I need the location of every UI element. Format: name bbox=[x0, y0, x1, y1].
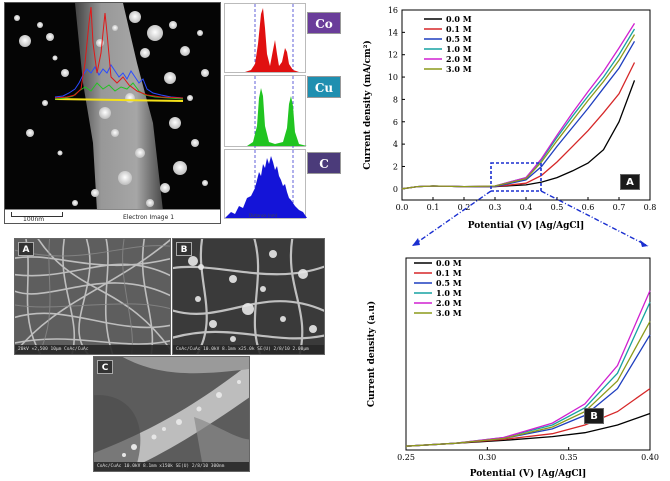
eds-cu-panel bbox=[224, 75, 307, 148]
chart-b-badge: B bbox=[584, 408, 604, 424]
legend-label: 0.1 M bbox=[436, 268, 462, 278]
chart-a-svg: 0.0 0.1 0.2 0.3 0.4 0.5 0.6 0.7 0.8 0 2 4 6 8 10 12 14 16… bbox=[362, 6, 657, 231]
legend-label: 1.0 M bbox=[436, 288, 462, 298]
sem-a-fibers bbox=[15, 239, 170, 354]
x-tick-label: 0.3 bbox=[489, 203, 502, 212]
stem-micrograph bbox=[5, 3, 220, 211]
legend-label: 0.5 M bbox=[436, 278, 462, 288]
x-tick-label: 0.40 bbox=[641, 453, 659, 462]
y-tick-label: 12 bbox=[388, 51, 398, 60]
x-tick-label: 0.7 bbox=[613, 203, 626, 212]
x-tick-label: 0.0 bbox=[396, 203, 409, 212]
eds-cu-plot bbox=[225, 76, 307, 148]
series-line-2-0-M bbox=[401, 23, 636, 190]
legend-label: 0.1 M bbox=[446, 24, 472, 34]
series-line-0-0-M bbox=[401, 80, 636, 190]
series-line-0-5-M bbox=[401, 40, 636, 190]
x-axis-title: Potential (V) [Ag/AgCl] bbox=[468, 220, 585, 230]
x-tick-label: 0.35 bbox=[560, 453, 578, 462]
series-line-1-0-M bbox=[401, 28, 636, 190]
sem-panel-a: A 20kV ×2,500 10µm CoAc/CuAc bbox=[14, 238, 171, 355]
eds-badge-c: C bbox=[307, 152, 341, 174]
legend-label: 1.0 M bbox=[446, 44, 472, 54]
y-axis-title: Current density (a.u) bbox=[366, 301, 377, 407]
legend-label: 3.0 M bbox=[446, 64, 472, 74]
eds-badge-cu: Cu bbox=[307, 76, 341, 98]
chart-a: 0.0 0.1 0.2 0.3 0.4 0.5 0.6 0.7 0.8 0 2 4 6 8 10 12 14 16… bbox=[352, 2, 668, 231]
x-tick-label: 0.30 bbox=[478, 453, 496, 462]
sem-label-b: B bbox=[176, 242, 192, 256]
y-tick-label: 2 bbox=[393, 162, 398, 171]
sem-b-fibers bbox=[173, 239, 324, 354]
x-tick-label: 0.25 bbox=[397, 453, 415, 462]
series-line-0-5-M bbox=[405, 334, 651, 447]
scan-line bbox=[54, 98, 184, 102]
sem-label-c: C bbox=[97, 360, 113, 374]
legend-label: 3.0 M bbox=[436, 308, 462, 318]
sem-label-a: A bbox=[18, 242, 34, 256]
series-line-1-0-M bbox=[405, 301, 651, 447]
x-tick-label: 0.5 bbox=[551, 203, 564, 212]
x-tick-label: 0.8 bbox=[644, 203, 657, 212]
sem-info-c: CoAc/CuAc 10.0kV 8.1mm x150k SE(U) 2/8/1… bbox=[94, 462, 249, 471]
sem-panel-c: C CoAc/CuAc 10.0kV 8.1mm x150k SE(U) 2/8… bbox=[93, 356, 250, 472]
legend-label: 0.5 M bbox=[446, 34, 472, 44]
eds-co-panel bbox=[224, 3, 307, 74]
stem-info-bar: 100nm Electron Image 1 bbox=[5, 209, 220, 223]
plot-frame bbox=[405, 257, 651, 451]
eds-badge-co: Co bbox=[307, 12, 341, 34]
image-label: Electron Image 1 bbox=[123, 214, 175, 221]
eds-c-panel: Distance (nm) bbox=[224, 149, 307, 220]
x-tick-label: 0.2 bbox=[458, 203, 471, 212]
series-line-0-1-M bbox=[405, 388, 651, 447]
legend-label: 2.0 M bbox=[446, 54, 472, 64]
x-tick-label: 0.1 bbox=[427, 203, 440, 212]
chart-b-svg: 0.25 0.30 0.35 0.40 Potential (V) [Ag/AgCl] C… bbox=[366, 257, 659, 479]
x-tick-label: 0.4 bbox=[520, 203, 533, 212]
y-axis-title: Current density (mA/cm²) bbox=[362, 40, 373, 170]
eds-co-plot bbox=[225, 4, 307, 74]
y-tick-label: 4 bbox=[393, 140, 398, 149]
sem-c-fibers bbox=[94, 357, 249, 471]
y-tick-label: 10 bbox=[388, 73, 398, 82]
sem-panel-b: B CoAc/CuAc 10.0kV 8.1mm x25.0k SE(U) 2/… bbox=[172, 238, 325, 355]
x-axis-title: Potential (V) [Ag/AgCl] bbox=[470, 468, 587, 479]
legend-label: 2.0 M bbox=[436, 298, 462, 308]
y-tick-label: 6 bbox=[393, 118, 398, 127]
eds-axis-label: Distance (nm) bbox=[249, 213, 278, 218]
scale-bar bbox=[11, 212, 63, 217]
sem-info-b: CoAc/CuAc 10.0kV 8.1mm x25.0k SE(U) 2/8/… bbox=[173, 345, 324, 354]
chart-a-badge: A bbox=[620, 174, 640, 190]
legend-label: 0.0 M bbox=[436, 258, 462, 268]
series-line-3-0-M bbox=[401, 34, 636, 190]
series-line-3-0-M bbox=[405, 321, 651, 447]
sem-info-a: 20kV ×2,500 10µm CoAc/CuAc bbox=[15, 345, 170, 354]
eds-c-plot bbox=[225, 150, 307, 220]
y-tick-label: 8 bbox=[393, 95, 398, 104]
x-tick-label: 0.6 bbox=[582, 203, 595, 212]
legend-label: 0.0 M bbox=[446, 14, 472, 24]
stem-image: 100nm Electron Image 1 bbox=[4, 2, 221, 224]
y-tick-label: 0 bbox=[393, 185, 398, 194]
y-tick-label: 14 bbox=[388, 28, 398, 37]
scale-label: 100nm bbox=[23, 216, 45, 223]
chart-b: 0.25 0.30 0.35 0.40 Potential (V) [Ag/AgCl] C… bbox=[352, 244, 668, 480]
y-tick-label: 16 bbox=[388, 6, 398, 15]
